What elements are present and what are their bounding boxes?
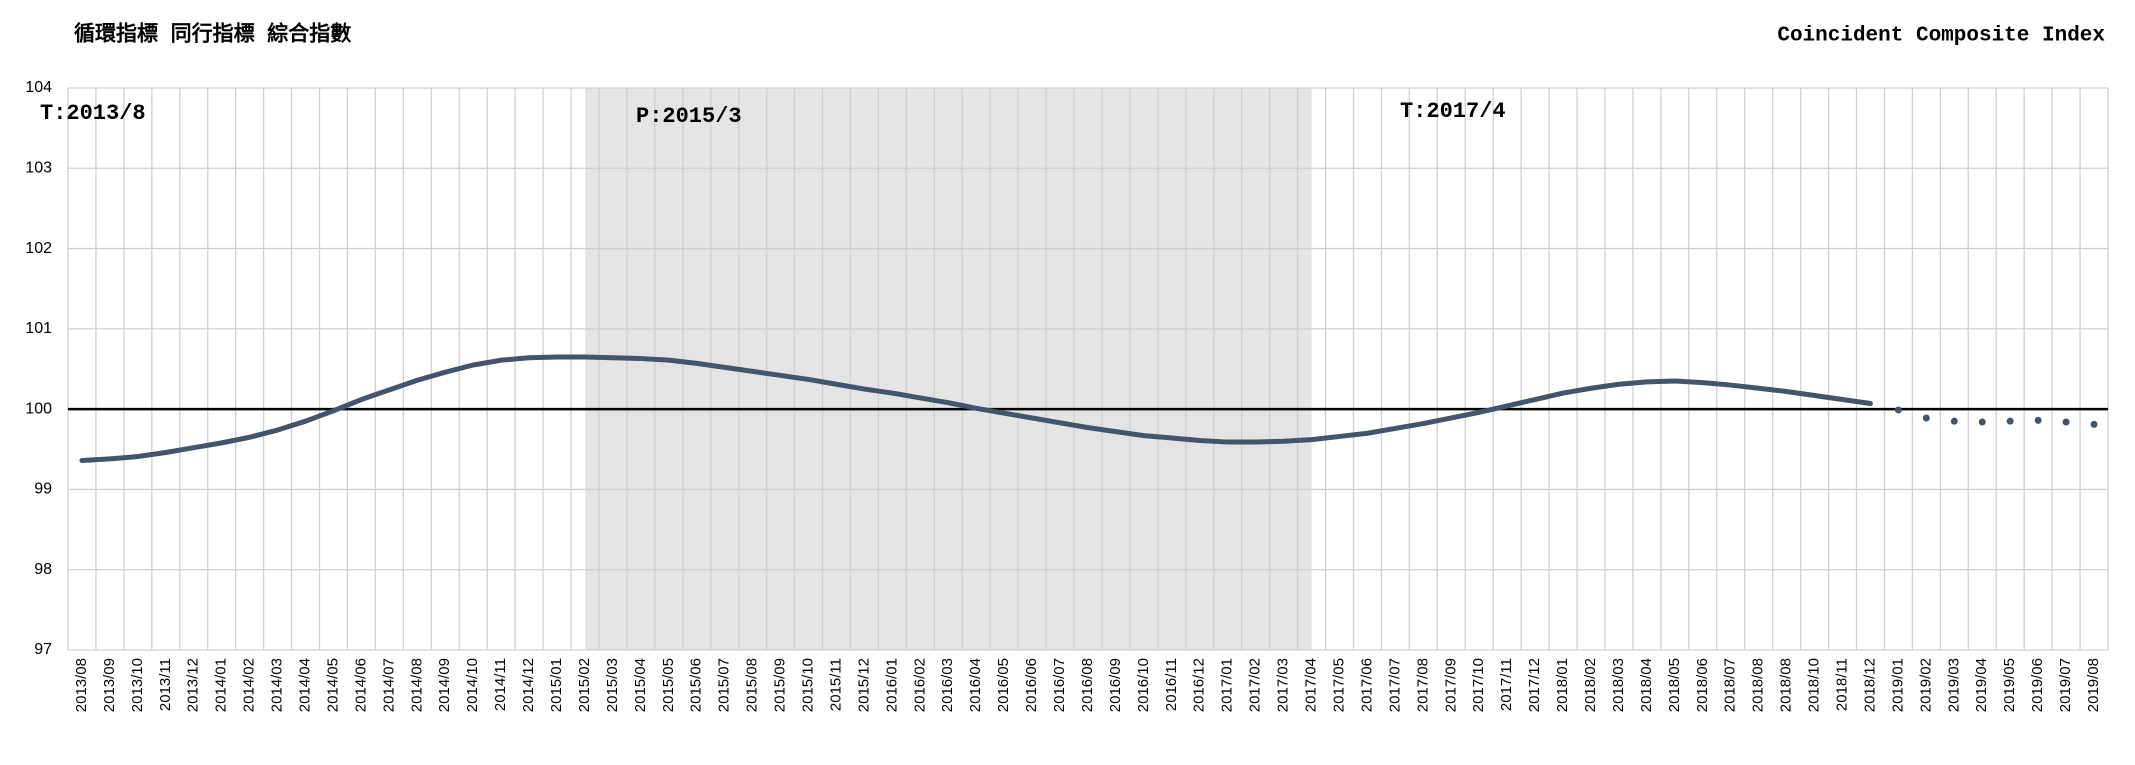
annotation: T:2017/4: [1400, 99, 1506, 124]
x-tick-label: 2014/08: [408, 658, 425, 712]
forecast-point: [1950, 417, 1958, 425]
x-tick-label: 2019/07: [2057, 658, 2074, 712]
x-tick-label: 2017/06: [1358, 658, 1375, 712]
x-tick-label: 2016/01: [883, 658, 900, 712]
forecast-point: [2006, 417, 2014, 425]
x-tick-label: 2015/02: [576, 658, 593, 712]
x-tick-label: 2019/05: [2001, 658, 2018, 712]
x-tick-label: 2015/03: [604, 658, 621, 712]
y-tick-label: 101: [25, 320, 52, 337]
x-tick-label: 2017/08: [1414, 658, 1431, 712]
x-tick-label: 2016/09: [1107, 658, 1124, 712]
x-tick-label: 2016/04: [967, 658, 984, 712]
x-tick-label: 2018/10: [1806, 658, 1823, 712]
x-tick-label: 2018/01: [1554, 658, 1571, 712]
chart-subtitle: Coincident Composite Index: [1777, 25, 2105, 48]
x-tick-label: 2019/04: [1973, 658, 1990, 712]
x-tick-label: 2016/11: [1163, 658, 1180, 711]
x-tick-label: 2019/08: [2085, 658, 2102, 712]
x-tick-label: 2016/05: [995, 658, 1012, 712]
x-tick-label: 2015/09: [772, 658, 789, 712]
x-tick-label: 2019/02: [1917, 658, 1934, 712]
x-tick-label: 2018/08: [1750, 658, 1767, 712]
forecast-point: [2090, 420, 2098, 428]
x-tick-label: 2013/12: [185, 658, 202, 712]
x-tick-label: 2019/06: [2029, 658, 2046, 712]
x-tick-label: 2016/06: [1023, 658, 1040, 712]
x-tick-label: 2013/09: [101, 658, 118, 712]
x-tick-label: 2013/11: [157, 658, 174, 711]
x-tick-label: 2017/09: [1442, 658, 1459, 712]
forecast-point: [2062, 418, 2070, 426]
y-tick-label: 99: [34, 481, 52, 498]
x-tick-label: 2014/06: [352, 658, 369, 712]
x-tick-label: 2017/10: [1470, 658, 1487, 712]
x-tick-label: 2014/10: [464, 658, 481, 712]
x-tick-label: 2014/07: [380, 658, 397, 712]
x-tick-label: 2015/07: [716, 658, 733, 712]
annotation: P:2015/3: [636, 104, 742, 129]
x-tick-label: 2017/12: [1526, 658, 1543, 712]
x-tick-label: 2014/01: [213, 658, 230, 712]
y-tick-label: 100: [25, 400, 52, 417]
forecast-point: [1978, 418, 1986, 426]
y-tick-label: 98: [34, 561, 52, 578]
x-tick-label: 2014/11: [492, 658, 509, 711]
shaded-period: [584, 88, 1312, 650]
x-tick-label: 2016/08: [1079, 658, 1096, 712]
x-tick-label: 2015/01: [548, 658, 565, 712]
x-tick-label: 2016/10: [1135, 658, 1152, 712]
x-tick-label: 2015/12: [855, 658, 872, 712]
x-tick-label: 2017/07: [1386, 658, 1403, 712]
x-tick-label: 2016/07: [1051, 658, 1068, 712]
x-tick-label: 2016/02: [911, 658, 928, 712]
x-tick-label: 2014/03: [269, 658, 286, 712]
x-tick-label: 2015/11: [827, 658, 844, 711]
x-tick-label: 2017/03: [1275, 658, 1292, 712]
y-tick-label: 97: [34, 641, 52, 658]
forecast-point: [1894, 406, 1902, 414]
x-tick-label: 2013/10: [129, 658, 146, 712]
x-tick-label: 2014/05: [324, 658, 341, 712]
annotation: T:2013/8: [40, 101, 146, 126]
chart-title: 循環指標 同行指標 綜合指數: [74, 22, 351, 48]
x-tick-label: 2018/05: [1666, 658, 1683, 712]
x-tick-label: 2018/06: [1694, 658, 1711, 712]
x-tick-label: 2015/08: [744, 658, 761, 712]
x-tick-label: 2018/12: [1861, 658, 1878, 712]
x-tick-label: 2014/09: [436, 658, 453, 712]
x-tick-label: 2018/02: [1582, 658, 1599, 712]
x-tick-label: 2013/08: [73, 658, 90, 712]
x-tick-label: 2015/05: [660, 658, 677, 712]
forecast-point: [1922, 414, 1930, 422]
x-tick-label: 2017/02: [1247, 658, 1264, 712]
x-tick-label: 2014/02: [241, 658, 258, 712]
x-tick-label: 2017/04: [1303, 658, 1320, 712]
x-tick-label: 2015/10: [800, 658, 817, 712]
x-tick-label: 2015/06: [688, 658, 705, 712]
x-tick-label: 2014/12: [520, 658, 537, 712]
x-tick-label: 2014/04: [297, 658, 314, 712]
y-tick-label: 104: [25, 79, 52, 96]
x-tick-label: 2018/11: [1833, 658, 1850, 711]
x-tick-label: 2018/03: [1610, 658, 1627, 712]
x-tick-label: 2017/11: [1498, 658, 1515, 711]
forecast-point: [2034, 416, 2042, 424]
index-line: [79, 354, 1873, 464]
x-tick-label: 2019/01: [1889, 658, 1906, 712]
x-tick-label: 2017/01: [1219, 658, 1236, 712]
x-tick-label: 2017/05: [1330, 658, 1347, 712]
x-tick-label: 2015/04: [632, 658, 649, 712]
x-tick-label: 2016/12: [1191, 658, 1208, 712]
x-tick-label: 2016/03: [939, 658, 956, 712]
y-tick-label: 103: [25, 160, 52, 177]
x-tick-label: 2018/08: [1778, 658, 1795, 712]
x-tick-label: 2018/04: [1638, 658, 1655, 712]
y-tick-label: 102: [25, 240, 52, 257]
x-tick-label: 2019/03: [1945, 658, 1962, 712]
x-tick-label: 2018/07: [1722, 658, 1739, 712]
